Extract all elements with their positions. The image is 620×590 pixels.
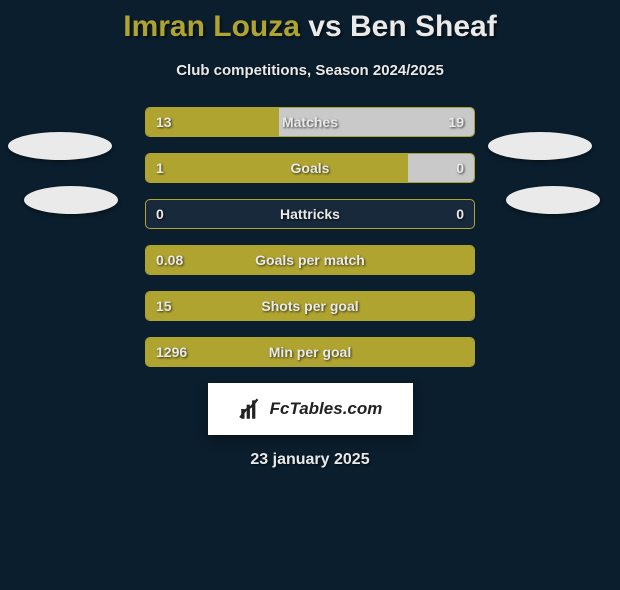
metric-row: 1296 Min per goal (145, 337, 475, 367)
player-photo-ellipse (488, 132, 592, 160)
value-right: 0 (456, 160, 464, 176)
chart-icon (238, 396, 264, 422)
player-photo-ellipse (506, 186, 600, 214)
player1-name: Imran Louza (123, 10, 300, 43)
bar-left (146, 154, 408, 182)
value-left: 1296 (156, 344, 187, 360)
vs-text: vs (308, 10, 341, 43)
value-left: 1 (156, 160, 164, 176)
metric-row: 0.08 Goals per match (145, 245, 475, 275)
footer-logo: FcTables.com (208, 383, 413, 435)
footer-logo-text: FcTables.com (270, 399, 383, 419)
metric-label: Min per goal (269, 344, 351, 360)
page-title: Imran Louza vs Ben Sheaf (0, 10, 620, 44)
metric-label: Goals (291, 160, 330, 176)
player-photo-ellipse (24, 186, 118, 214)
date: 23 january 2025 (0, 451, 620, 469)
value-left: 0.08 (156, 252, 183, 268)
metric-row: 1 0 Goals (145, 153, 475, 183)
metric-label: Goals per match (255, 252, 365, 268)
metric-row: 15 Shots per goal (145, 291, 475, 321)
metric-row: 13 19 Matches (145, 107, 475, 137)
metric-label: Hattricks (280, 206, 340, 222)
value-right: 19 (448, 114, 464, 130)
metric-label: Shots per goal (261, 298, 358, 314)
player2-name: Ben Sheaf (350, 10, 497, 43)
subtitle: Club competitions, Season 2024/2025 (0, 62, 620, 79)
metric-row: 0 0 Hattricks (145, 199, 475, 229)
player-photo-ellipse (8, 132, 112, 160)
value-left: 0 (156, 206, 164, 222)
value-left: 15 (156, 298, 172, 314)
value-left: 13 (156, 114, 172, 130)
metric-label: Matches (282, 114, 338, 130)
value-right: 0 (456, 206, 464, 222)
